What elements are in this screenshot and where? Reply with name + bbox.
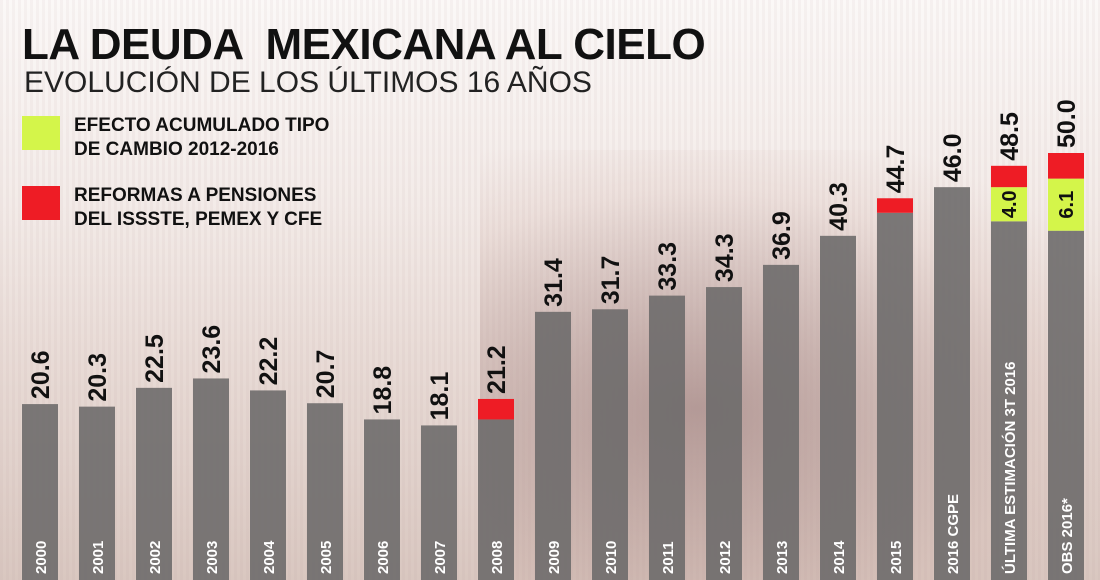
bar-segment-base [592, 309, 628, 580]
bar-segment-base [136, 387, 172, 580]
category-label: 2004 [261, 540, 278, 574]
total-value-label: 48.5 [996, 112, 1024, 161]
bar-segment-base [535, 311, 571, 580]
category-label: 2012 [717, 541, 734, 574]
legend-label: DE CAMBIO 2012-2016 [74, 139, 279, 160]
bar-segment-base [763, 264, 799, 580]
category-label: 2011 [660, 541, 677, 574]
bar-segment-base [22, 404, 58, 580]
category-label: 2005 [318, 541, 335, 574]
total-value-label: 46.0 [939, 133, 967, 182]
total-value-label: 36.9 [768, 211, 796, 260]
total-value-label: 18.1 [426, 372, 454, 421]
total-value-label: 20.7 [312, 350, 340, 399]
bar-segment-base [79, 406, 115, 580]
total-value-label: 20.6 [27, 350, 55, 399]
category-label: 2000 [33, 541, 50, 574]
bar-segment-reformas [991, 165, 1027, 188]
category-label: 2015 [888, 541, 905, 574]
category-label: 2014 [831, 540, 848, 574]
bar-segment-base [250, 390, 286, 580]
legend-label: REFORMAS A PENSIONES [74, 185, 317, 206]
total-value-label: 20.3 [84, 353, 112, 402]
category-label: 2009 [546, 541, 563, 574]
category-label: 2016 CGPE [945, 494, 962, 574]
bar-segment-base [991, 221, 1027, 580]
category-label: 2003 [204, 541, 221, 574]
bar-segment-reformas [877, 198, 913, 213]
bar-segment-base [478, 419, 514, 580]
bar-segment-base [364, 419, 400, 580]
total-value-label: 31.7 [597, 256, 625, 305]
bar-segment-base [820, 235, 856, 580]
category-label: 2002 [147, 541, 164, 574]
category-label: 2010 [603, 541, 620, 574]
legend-label: DEL ISSSTE, PEMEX Y CFE [74, 209, 323, 230]
category-label: 2008 [489, 541, 506, 574]
bar-segment-base [421, 425, 457, 580]
bar-segment-base [193, 378, 229, 580]
total-value-label: 50.0 [1053, 99, 1081, 148]
total-value-label: 21.2 [483, 345, 511, 394]
legend-item-reformas: REFORMAS A PENSIONES DEL ISSSTE, PEMEX Y… [22, 184, 374, 232]
total-value-label: 22.2 [255, 337, 283, 386]
category-label: 2013 [774, 541, 791, 574]
legend-item-fx: EFECTO ACUMULADO TIPO DE CAMBIO 2012-201… [22, 114, 374, 162]
total-value-label: 31.4 [540, 258, 568, 307]
bar-segment-reformas [478, 398, 514, 420]
bar-segment-base [1048, 230, 1084, 580]
bar-segment-fx [1048, 178, 1084, 231]
bar-segment-reformas [1048, 153, 1084, 179]
segment-label: 4.0 [999, 190, 1021, 218]
chart-subtitle: EVOLUCIÓN DE LOS ÚLTIMOS 16 AÑOS [24, 66, 592, 99]
bar-segment-base [706, 287, 742, 580]
total-value-label: 23.6 [198, 325, 226, 374]
segment-label: 6.1 [1056, 191, 1078, 219]
bar-segment-base [877, 212, 913, 580]
category-label: 2007 [432, 541, 449, 574]
total-value-label: 40.3 [825, 182, 853, 231]
chart-title: LA DEUDA MEXICANA AL CIELO [22, 20, 706, 69]
total-value-label: 18.8 [369, 366, 397, 415]
bar-segment-base [649, 295, 685, 580]
bar-segment-base [307, 403, 343, 580]
bar-segment-base [934, 187, 970, 580]
total-value-label: 33.3 [654, 242, 682, 291]
legend-label: EFECTO ACUMULADO TIPO [74, 115, 330, 136]
category-label: 2006 [375, 541, 392, 574]
category-label: OBS 2016* [1059, 498, 1076, 574]
total-value-label: 44.7 [882, 145, 910, 194]
category-label: 2001 [90, 541, 107, 574]
total-value-label: 22.5 [141, 334, 169, 383]
legend-swatch-reformas [22, 186, 60, 220]
legend-swatch-fx [22, 116, 60, 150]
total-value-label: 34.3 [711, 233, 739, 282]
bar-segment-fx [991, 187, 1027, 222]
category-label: ÚLTIMA ESTIMACIÓN 3T 2016 [1001, 361, 1019, 574]
